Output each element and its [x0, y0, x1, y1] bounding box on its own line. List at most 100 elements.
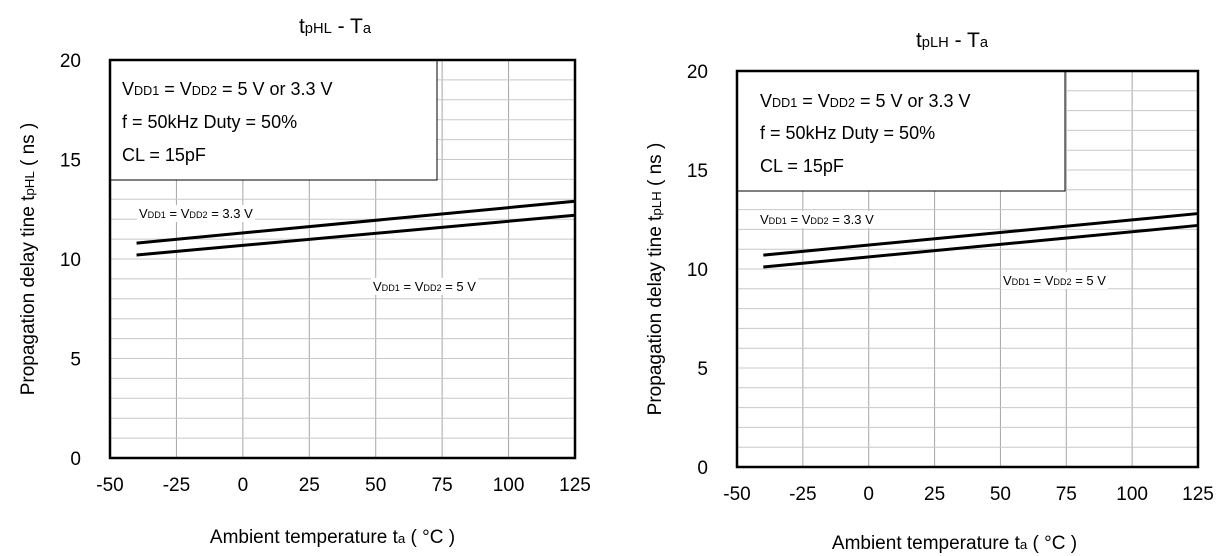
y-tick-label: 5 [70, 350, 81, 371]
condition-line-sub2: DD2 [192, 84, 217, 98]
series-label-2-rest2: = 5 V [442, 279, 477, 294]
x-tick-label: -25 [163, 475, 190, 496]
condition-line-main: V [760, 91, 772, 111]
chart-title: tpLH - Ta [916, 29, 989, 52]
chart-title-sub: pLH [922, 35, 949, 51]
x-tick-label: 125 [1182, 484, 1214, 505]
x-tick-label: 50 [990, 484, 1011, 505]
condition-line: VDD1 = VDD2 = 5 V or 3.3 V [122, 79, 333, 99]
x-tick-label: 50 [365, 475, 386, 496]
series-label-1-sub2: DD2 [810, 216, 828, 226]
condition-line-main: V [122, 79, 134, 99]
x-axis-label-rest: ( °C ) [1027, 533, 1077, 554]
condition-line-sub: DD1 [772, 96, 797, 110]
x-tick-label: 25 [299, 475, 320, 496]
condition-line-sub2: DD2 [830, 96, 855, 110]
y-axis-label-rest: ( ns ) [645, 143, 666, 192]
x-axis-label-sub: a [1020, 537, 1028, 552]
series-label-2-rest: = V [400, 279, 424, 294]
y-tick-label: 20 [60, 51, 81, 72]
condition-line: CL = 15pF [122, 145, 206, 165]
series-label-1-main: V [760, 212, 769, 227]
condition-line-main: f = 50kHz Duty = 50% [122, 112, 297, 132]
series-label-1-rest2: = 3.3 V [208, 206, 253, 221]
y-axis-label: Propagation delay tine tpLH ( ns ) [645, 143, 666, 416]
x-axis-label-main: Ambient temperature t [210, 527, 399, 548]
series-label-1: VDD1 = VDD2 = 3.3 V [139, 206, 253, 221]
y-tick-label: 15 [687, 161, 708, 182]
y-tick-label: 15 [60, 151, 81, 172]
x-tick-label: 0 [238, 475, 249, 496]
series-label-2-rest: = V [1030, 273, 1054, 288]
y-tick-label: 10 [687, 260, 708, 281]
y-axis-label-sub: pHL [22, 171, 37, 195]
condition-line: f = 50kHz Duty = 50% [122, 112, 297, 132]
y-tick-label: 0 [70, 449, 81, 470]
y-axis-label-rest: ( ns ) [18, 123, 39, 172]
chart-title: tpHL - Ta [299, 15, 372, 38]
series-label-2-sub2: DD2 [1053, 277, 1071, 287]
series-line-1 [763, 212, 1199, 257]
y-axis-label-main: Propagation delay tine t [18, 195, 39, 395]
y-axis-label-main: Propagation delay tine t [645, 215, 666, 415]
series-label-bg [371, 278, 479, 295]
x-tick-label: 100 [1116, 484, 1148, 505]
condition-line: f = 50kHz Duty = 50% [760, 123, 935, 143]
x-tick-label: 25 [924, 484, 945, 505]
series-label-2: VDD1 = VDD2 = 5 V [1003, 273, 1106, 288]
x-tick-label: 75 [1056, 484, 1077, 505]
x-tick-label: -25 [789, 484, 816, 505]
chart-tplh-svg: VDD1 = VDD2 = 5 V or 3.3 Vf = 50kHz Duty… [645, 29, 1214, 554]
series-label-1-sub2: DD2 [189, 210, 207, 220]
condition-line-rest2: = 5 V or 3.3 V [855, 91, 971, 111]
x-axis-label-sub: a [398, 531, 406, 546]
x-tick-label: -50 [723, 484, 750, 505]
condition-line-rest2: = 5 V or 3.3 V [217, 79, 333, 99]
x-tick-label: -50 [96, 475, 123, 496]
chart-title-main: t [299, 15, 305, 38]
series-label-bg [137, 205, 256, 222]
series-label-1-rest: = V [787, 212, 811, 227]
x-tick-label: 125 [559, 475, 591, 496]
series-label-2-sub: DD1 [382, 283, 400, 293]
condition-line-rest: = V [159, 79, 192, 99]
x-tick-label: 100 [493, 475, 525, 496]
y-tick-label: 20 [687, 62, 708, 83]
y-tick-label: 10 [60, 250, 81, 271]
condition-line-main: CL = 15pF [122, 145, 206, 165]
x-tick-label: 0 [863, 484, 874, 505]
series-label-bg [1001, 272, 1109, 289]
y-axis-label-sub: pLH [649, 191, 664, 215]
plot-frame [735, 69, 1200, 469]
x-axis-label-rest: ( °C ) [405, 527, 455, 548]
chart-title-rest: - T [949, 29, 980, 52]
chart-title-sub2: a [363, 21, 372, 37]
series-label-1-sub: DD1 [148, 210, 166, 220]
series-label-2-main: V [1003, 273, 1012, 288]
x-axis-label: Ambient temperature ta ( °C ) [832, 533, 1077, 554]
series-label-2-main: V [373, 279, 382, 294]
condition-line: CL = 15pF [760, 156, 844, 176]
series-line-2 [136, 213, 576, 257]
series-label-2: VDD1 = VDD2 = 5 V [373, 279, 476, 294]
series-label-2-rest2: = 5 V [1072, 273, 1107, 288]
chart-tphl-svg: VDD1 = VDD2 = 5 V or 3.3 Vf = 50kHz Duty… [18, 15, 591, 548]
chart-title-rest: - T [332, 15, 363, 38]
series-label-1: VDD1 = VDD2 = 3.3 V [760, 212, 874, 227]
series-line-1 [136, 199, 576, 245]
condition-line: VDD1 = VDD2 = 5 V or 3.3 V [760, 91, 971, 111]
chart-title-sub2: a [980, 35, 989, 51]
series-label-2-sub: DD1 [1012, 277, 1030, 287]
x-tick-label: 75 [432, 475, 453, 496]
condition-line-main: f = 50kHz Duty = 50% [760, 123, 935, 143]
condition-line-main: CL = 15pF [760, 156, 844, 176]
series-line-2 [763, 223, 1199, 269]
series-label-bg [758, 211, 877, 228]
condition-line-rest: = V [797, 91, 830, 111]
series-label-2-sub2: DD2 [423, 283, 441, 293]
plot-frame [108, 58, 577, 460]
y-axis-label: Propagation delay tine tpHL ( ns ) [18, 123, 39, 396]
series-label-1-rest2: = 3.3 V [829, 212, 874, 227]
series-label-1-rest: = V [166, 206, 190, 221]
